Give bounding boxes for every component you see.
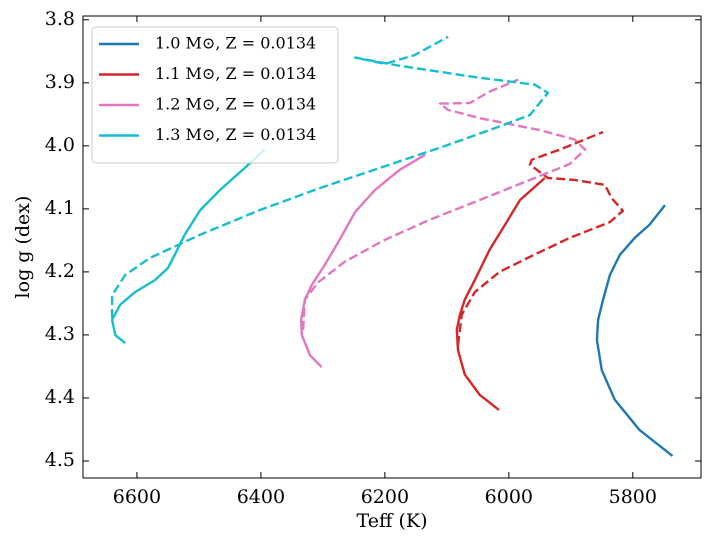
series-line [595, 204, 674, 457]
y-tick-label: 4.5 [45, 449, 75, 471]
y-tick-label: 4.4 [45, 386, 75, 408]
y-tick-label: 4.3 [45, 323, 75, 345]
x-tick-label: 6000 [485, 486, 533, 508]
x-tick-label: 5800 [609, 486, 657, 508]
x-axis-label: Teff (K) [357, 510, 428, 532]
legend-label: 1.2 M⊙, Z = 0.0134 [155, 95, 316, 114]
y-tick-label: 4.2 [45, 260, 75, 282]
series-line [301, 78, 587, 330]
series-line [110, 35, 550, 318]
x-tick-label: 6400 [237, 486, 285, 508]
y-tick-label: 3.8 [45, 8, 75, 30]
legend-label: 1.1 M⊙, Z = 0.0134 [155, 64, 316, 83]
legend-label: 1.0 M⊙, Z = 0.0134 [155, 34, 316, 53]
y-tick-label: 3.9 [45, 71, 75, 93]
legend-box [91, 26, 339, 164]
series-line [300, 153, 426, 368]
series-line [455, 177, 546, 411]
x-tick-label: 6200 [361, 486, 409, 508]
series-line [110, 148, 266, 345]
plot-frame [82, 15, 702, 479]
y-tick-label: 4.1 [45, 197, 75, 219]
y-axis-label: log g (dex) [12, 196, 34, 299]
legend-label: 1.3 M⊙, Z = 0.0134 [155, 125, 316, 144]
y-tick-label: 4.0 [45, 134, 75, 156]
x-tick-label: 6600 [113, 486, 161, 508]
series-line [456, 130, 625, 346]
